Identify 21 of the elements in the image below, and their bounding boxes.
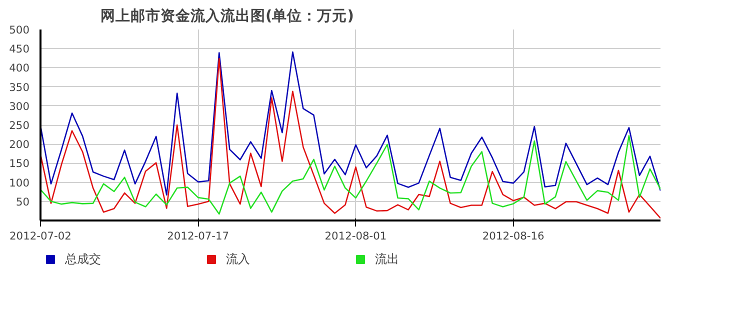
y-tick-label: 50 (16, 195, 30, 208)
legend-label: 流入 (226, 250, 250, 268)
chart-title: 网上邮市资金流入流出图(单位：万元) (100, 6, 354, 24)
line-series (40, 135, 660, 215)
y-tick-label: 200 (9, 138, 30, 152)
y-tick-label: 300 (9, 100, 30, 113)
y-tick-label: 400 (9, 62, 30, 75)
line-series (40, 51, 660, 196)
y-tick-label: 450 (9, 42, 30, 56)
x-tick-label: 2012-07-02 (10, 230, 72, 242)
y-tick-label: 150 (9, 157, 30, 170)
x-tick-label: 2012-07-17 (167, 230, 230, 242)
x-tick-label: 2012-08-01 (324, 230, 387, 242)
x-tick-label: 2012-08-16 (482, 230, 545, 242)
y-tick-label: 500 (9, 24, 30, 36)
y-tick-label: 250 (9, 119, 30, 132)
legend-label: 总成交 (65, 250, 101, 268)
y-tick-label: 100 (9, 176, 30, 190)
y-tick-label: 350 (9, 80, 30, 94)
legend-label: 流出 (375, 250, 399, 268)
line-series (40, 58, 660, 219)
